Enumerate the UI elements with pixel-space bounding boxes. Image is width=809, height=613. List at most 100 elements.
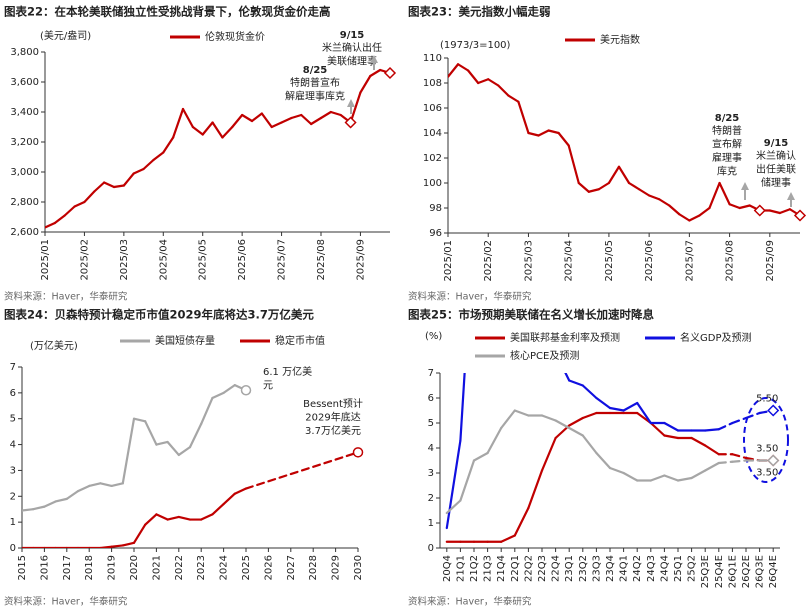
series-segment [744, 411, 761, 420]
x-tick-label: 26Q4E [768, 555, 779, 588]
annotation-text: 储理事 [761, 176, 791, 189]
series-segment [445, 499, 462, 515]
annotation-text: 库克 [717, 165, 737, 178]
x-tick-label: 22Q3 [537, 555, 548, 582]
x-tick-label: 23Q4 [605, 555, 616, 582]
series-segment [738, 204, 751, 210]
x-tick-label: 2026 [263, 555, 274, 580]
x-tick-label: 21Q1 [455, 555, 466, 582]
y-tick-label: 104 [423, 128, 442, 139]
annotation-text: 特朗普 [712, 124, 742, 137]
annotation-text: 6.1 万亿美 [263, 365, 312, 378]
x-tick-label: 2025 [241, 555, 252, 580]
plot [448, 63, 802, 222]
x-tick-label: 2021 [151, 555, 162, 580]
series-segment [231, 113, 244, 129]
series-segment [300, 465, 315, 472]
x-tick-label: 2018 [84, 555, 95, 580]
x-tick-label: 2019 [107, 555, 118, 580]
series-segment [267, 476, 281, 483]
x-tick-label: 25Q3E [700, 555, 711, 588]
series-segment [540, 414, 557, 422]
series-segment [658, 198, 671, 207]
x-tick-label: 2025/05 [198, 239, 209, 281]
series-segment [567, 144, 580, 185]
y-tick-label: 96 [429, 228, 442, 239]
series-segment [459, 373, 466, 442]
series-segment [222, 492, 236, 506]
series-segment [527, 469, 544, 510]
series-segment [22, 508, 35, 512]
series-segment [581, 434, 598, 455]
annotation-text: 米兰确认出任 [322, 41, 382, 54]
x-tick-label: 2025/06 [644, 240, 655, 282]
series-segment [540, 436, 557, 472]
series-segment [507, 94, 520, 103]
x-tick-label: 24Q1 [619, 555, 630, 582]
series-segment [188, 422, 203, 449]
source: 资料来源：Haver，华泰研究 [408, 596, 532, 608]
series-segment [177, 446, 192, 457]
series-segment [500, 409, 516, 430]
series-segment [43, 500, 57, 508]
y-tick-label: 3,800 [10, 47, 39, 58]
series-segment [663, 474, 680, 482]
series-segment [45, 221, 56, 229]
series-segment [717, 460, 734, 465]
series-segment [513, 409, 530, 417]
series-segment [627, 181, 641, 191]
series-segment [110, 544, 124, 548]
x-tick-label: 21Q3 [483, 555, 494, 582]
series-segment [260, 112, 273, 129]
series-segment [768, 209, 781, 215]
series-segment [142, 158, 155, 171]
series-segment [132, 167, 145, 175]
series-segment [704, 428, 720, 432]
x-tick-label: 2017 [62, 555, 73, 580]
legend-label: 伦敦现货金价 [205, 30, 265, 43]
x-tick-label: 26Q2E [741, 555, 752, 588]
series-segment [172, 107, 185, 139]
x-tick-label: 22Q4 [551, 555, 562, 582]
y-tick-label: 5 [428, 418, 434, 429]
series-segment [487, 78, 500, 87]
series-segment [369, 68, 382, 78]
y-tick-label: 5 [10, 414, 16, 425]
series-segment [73, 200, 86, 208]
chart-title: 图表25：市场预期美联储在名义增长加速时降息 [408, 308, 655, 322]
chart-title: 图表23：美元指数小幅走弱 [408, 5, 551, 19]
y-tick-label: 4 [428, 443, 434, 454]
series-segment [517, 100, 530, 135]
series-segment [53, 214, 66, 225]
series-segment [166, 515, 180, 521]
annotation-date: 9/15 [340, 30, 365, 41]
series-segment [595, 396, 612, 410]
value-label: 3.50 [756, 444, 778, 455]
series-segment [290, 113, 303, 120]
y-tick-label: 3,000 [10, 167, 39, 178]
series-segment [201, 121, 214, 136]
series-segment [486, 426, 503, 455]
series-segment [728, 203, 741, 210]
value-label: 5.50 [756, 394, 778, 405]
y-tick-label: 0 [10, 543, 16, 554]
legend-label: 美国短债存量 [155, 334, 215, 347]
series-segment [622, 471, 639, 482]
y-tick-label: 98 [429, 203, 442, 214]
series-segment [300, 113, 313, 126]
series-segment [568, 416, 584, 427]
x-tick-label: 23Q1 [564, 555, 575, 582]
series-segment [477, 78, 490, 85]
chart-title: 图表22：在本轮美联储独立性受挑战背景下，伦敦现货金价走高 [4, 5, 331, 19]
chart-title: 图表24：贝森特预计稳定币市值2029年底将达3.7万亿美元 [4, 308, 314, 322]
series-segment [698, 206, 711, 217]
x-tick-label: 2024 [219, 555, 230, 580]
series-segment [345, 451, 360, 458]
series-segment [359, 74, 372, 94]
annotation-text: 宣布解 [712, 138, 742, 151]
series-segment [500, 534, 516, 543]
series-segment [200, 396, 214, 425]
x-tick-label: 25Q1 [673, 555, 684, 582]
legend-label: 名义GDP及预测 [680, 331, 751, 344]
series-segment [211, 391, 225, 400]
